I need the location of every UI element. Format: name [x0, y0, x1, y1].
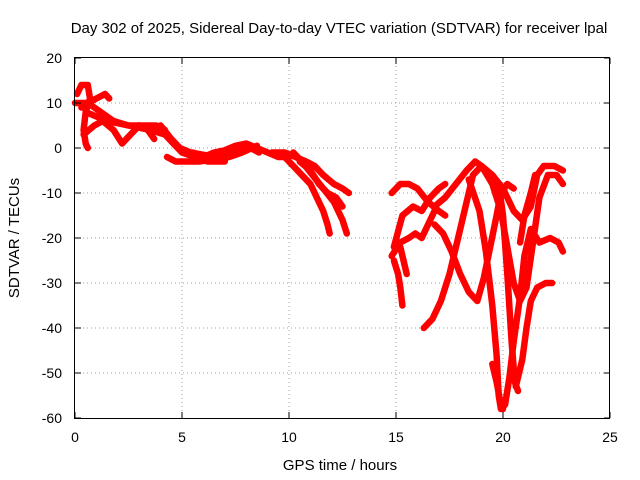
- series-arc-13: [388, 180, 449, 219]
- x-axis-label: GPS time / hours: [283, 457, 397, 474]
- chart-title: Day 302 of 2025, Sidereal Day-to-day VTE…: [71, 20, 608, 37]
- series-arc-12: [296, 158, 346, 210]
- series-arc-17: [397, 243, 410, 278]
- x-tick-label: 20: [495, 429, 511, 445]
- y-tick-label: -40: [42, 320, 62, 336]
- series-arc-25: [516, 171, 539, 246]
- series-arc-24: [512, 279, 556, 390]
- ticks-layer: 0 5 10 15 20 25 -60 -50 -40 -30 -20 -10 0 10 20: [42, 50, 618, 445]
- series-arc-22: [489, 360, 507, 413]
- series-arc-9: [268, 149, 353, 197]
- y-tick-label: -10: [42, 185, 62, 201]
- x-tick-label: 0: [71, 429, 79, 445]
- series-arc-16: [390, 257, 406, 309]
- x-tick-label: 5: [178, 429, 186, 445]
- series-arc-14: [390, 180, 449, 251]
- y-tick-label: 0: [54, 140, 62, 156]
- y-tick-label: -60: [42, 410, 62, 426]
- series-layer: [71, 81, 567, 413]
- y-axis-label: SDTVAR / TECUs: [6, 178, 23, 298]
- y-tick-label: -20: [42, 230, 62, 246]
- y-tick-label: 20: [46, 50, 62, 66]
- y-tick-label: -50: [42, 365, 62, 381]
- y-tick-label: 10: [46, 95, 62, 111]
- y-tick-label: -30: [42, 275, 62, 291]
- series-arc-15: [388, 207, 438, 260]
- series-arc-18: [420, 162, 567, 332]
- series-arc-7: [163, 142, 261, 165]
- series-arc-21: [465, 176, 567, 413]
- series-arc-10: [281, 153, 333, 237]
- x-tick-label: 25: [602, 429, 618, 445]
- x-tick-label: 15: [388, 429, 404, 445]
- x-tick-label: 10: [281, 429, 297, 445]
